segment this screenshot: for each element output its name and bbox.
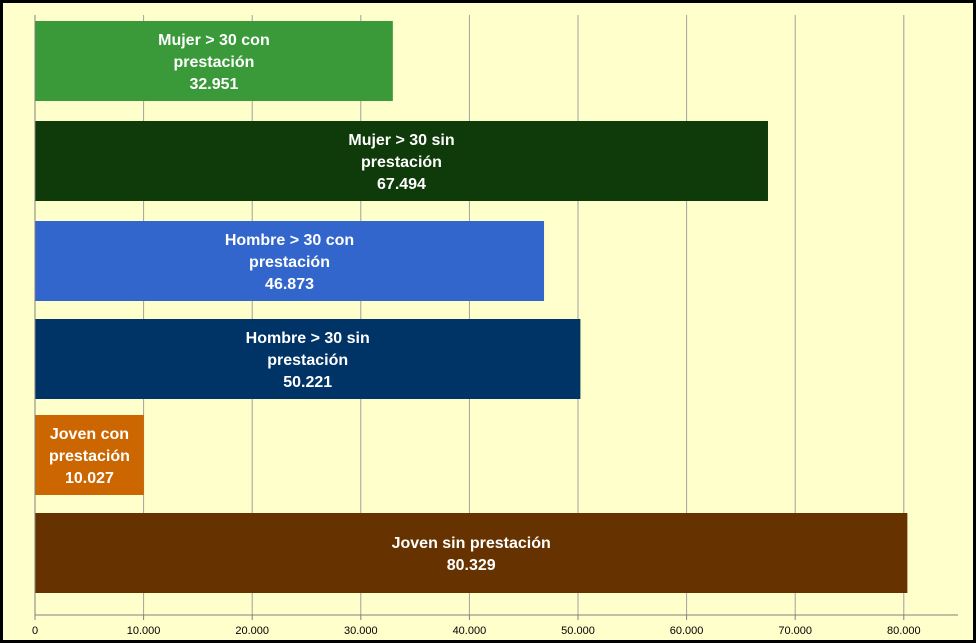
bar-data-label: prestación: [249, 254, 330, 271]
bar-data-label: prestación: [173, 54, 254, 71]
x-tick-label: 10.000: [127, 625, 161, 637]
bar: [35, 415, 144, 495]
bar: [35, 319, 581, 399]
bar: [35, 221, 545, 301]
bar-data-label: prestación: [267, 352, 348, 369]
bar-data-label: Joven sin prestación: [392, 535, 551, 552]
bar-data-label: Joven con: [50, 426, 129, 443]
x-tick-label: 20.000: [235, 625, 269, 637]
bar: [35, 121, 768, 201]
bars: Mujer > 30 con prestación 32.951 Mujer > 30…: [35, 21, 908, 593]
bar-data-label: 80.329: [447, 557, 496, 574]
x-tick-label: 60.000: [670, 625, 704, 637]
bar-data-label: 10.027: [65, 470, 114, 487]
bar-data-label: Hombre > 30 sin: [246, 330, 370, 347]
x-tick-label: 50.000: [561, 625, 595, 637]
bar-data-label: 50.221: [283, 374, 332, 391]
bar-data-label: 46.873: [265, 276, 314, 293]
bar-data-label: Mujer > 30 con: [158, 32, 270, 49]
x-tick-label: 80.000: [887, 625, 921, 637]
x-tick-label: 40.000: [453, 625, 487, 637]
bar-data-label: Hombre > 30 con: [225, 232, 354, 249]
x-axis: 0 10.000 20.000 30.000 40.000 50.000 60.000 70.…: [32, 15, 958, 637]
bar-data-label: 32.951: [189, 76, 238, 93]
bar-chart: Mujer > 30 con prestación 32.951 Mujer > 30…: [32, 15, 958, 637]
x-tick-label: 30.000: [344, 625, 378, 637]
x-tick-label: 70.000: [778, 625, 812, 637]
bar-data-label: Mujer > 30 sin: [348, 132, 454, 149]
bar: [35, 513, 908, 593]
x-tick-label: 0: [32, 625, 38, 637]
bar: [35, 21, 393, 101]
gridlines: [143, 15, 905, 615]
bar-data-label: prestación: [361, 154, 442, 171]
bar-data-label: 67.494: [377, 176, 426, 193]
bar-data-label: prestación: [49, 448, 130, 465]
